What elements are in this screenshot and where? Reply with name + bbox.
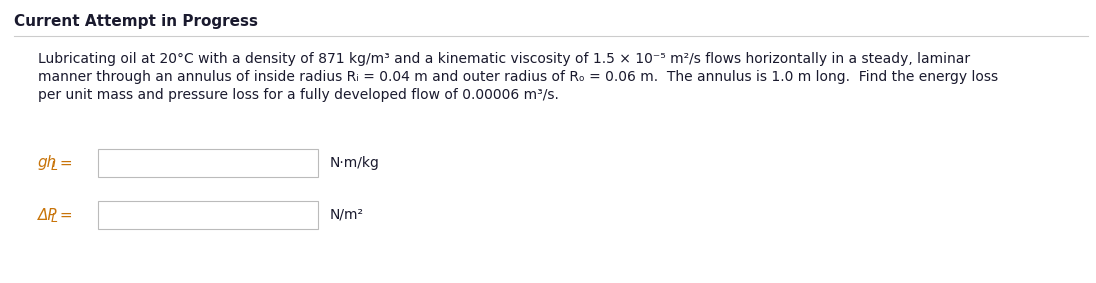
FancyBboxPatch shape	[98, 201, 318, 229]
Text: manner through an annulus of inside radius Rᵢ = 0.04 m and outer radius of Rₒ = : manner through an annulus of inside radi…	[38, 70, 998, 84]
Text: N/m²: N/m²	[330, 208, 364, 222]
Text: per unit mass and pressure loss for a fully developed flow of 0.00006 m³/s.: per unit mass and pressure loss for a fu…	[38, 88, 559, 102]
Text: =: =	[56, 155, 73, 170]
Text: Current Attempt in Progress: Current Attempt in Progress	[14, 14, 258, 29]
FancyBboxPatch shape	[98, 149, 318, 177]
Text: L: L	[50, 211, 57, 224]
Text: =: =	[56, 207, 73, 222]
Text: L: L	[50, 160, 57, 173]
Text: Lubricating oil at 20°C with a density of 871 kg/m³ and a kinematic viscosity of: Lubricating oil at 20°C with a density o…	[38, 52, 970, 66]
Text: N·m/kg: N·m/kg	[330, 156, 380, 170]
Text: gh: gh	[38, 155, 57, 170]
Text: ΔP: ΔP	[38, 207, 58, 222]
